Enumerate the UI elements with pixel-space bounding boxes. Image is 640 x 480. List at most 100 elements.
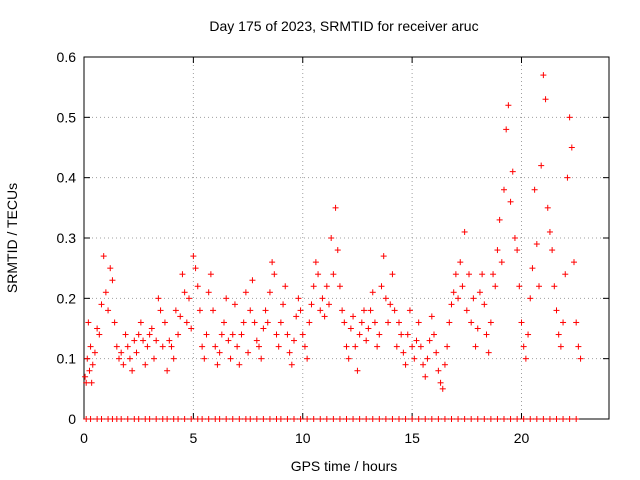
data-point — [336, 283, 343, 290]
data-point — [367, 307, 374, 314]
y-tick-label: 0.1 — [57, 351, 77, 367]
x-tick-label: 20 — [514, 430, 530, 446]
zero-data-point — [330, 416, 337, 422]
data-point — [293, 313, 300, 320]
x-axis-label: GPS time / hours — [291, 458, 398, 474]
data-point — [518, 319, 525, 326]
data-point — [374, 343, 381, 350]
data-point — [194, 283, 201, 290]
data-point — [247, 307, 254, 314]
chart-title: Day 175 of 2023, SRMTID for receiver aru… — [209, 18, 478, 34]
zero-data-point — [216, 416, 223, 422]
data-point — [205, 289, 212, 296]
data-point — [107, 265, 114, 272]
data-point — [157, 307, 164, 314]
data-point — [365, 325, 372, 332]
data-point — [387, 301, 394, 308]
data-point — [229, 331, 236, 338]
data-point — [133, 349, 140, 356]
data-point — [221, 319, 227, 326]
data-point — [161, 319, 168, 326]
data-point — [498, 259, 505, 266]
zero-data-point — [560, 416, 567, 422]
data-point — [273, 331, 280, 338]
data-point — [571, 259, 577, 266]
grid — [84, 57, 609, 419]
data-point — [380, 253, 387, 260]
data-point — [286, 349, 293, 356]
data-points — [82, 72, 584, 422]
zero-data-point — [553, 416, 560, 422]
data-point — [444, 343, 451, 350]
data-point — [177, 313, 184, 320]
y-axis-label: SRMTID / TECUs — [4, 183, 20, 293]
data-point — [527, 295, 534, 302]
y-tick-label: 0.6 — [57, 49, 77, 65]
data-point — [111, 319, 118, 326]
zero-data-point — [260, 416, 267, 422]
x-tick-label: 15 — [404, 430, 420, 446]
zero-data-point — [284, 416, 291, 422]
data-point — [203, 331, 210, 338]
data-point — [573, 319, 580, 326]
data-point — [236, 361, 243, 368]
zero-data-point — [435, 416, 442, 422]
data-point — [192, 265, 199, 272]
data-point — [288, 361, 295, 368]
data-point — [575, 343, 582, 350]
zero-data-point — [223, 416, 230, 422]
zero-data-point — [297, 416, 304, 422]
data-point — [240, 319, 247, 326]
zero-data-point — [546, 416, 553, 422]
data-point — [245, 349, 252, 356]
data-point — [131, 337, 138, 344]
zero-data-point — [415, 416, 422, 422]
data-point — [129, 367, 136, 374]
data-point — [214, 361, 221, 368]
data-point — [371, 319, 378, 326]
data-point — [301, 343, 308, 350]
data-point — [315, 271, 322, 278]
zero-data-point — [474, 416, 481, 422]
data-point — [428, 313, 435, 320]
data-point — [275, 343, 282, 350]
zero-data-point — [98, 416, 105, 422]
data-point — [555, 331, 562, 338]
data-point — [474, 325, 481, 332]
plot-frame — [83, 56, 610, 420]
data-point — [164, 367, 171, 374]
data-point — [144, 343, 151, 350]
zero-data-point — [468, 416, 475, 422]
zero-data-point — [153, 416, 160, 422]
data-point — [326, 301, 332, 308]
data-point — [299, 331, 306, 338]
data-point — [190, 253, 197, 260]
data-point — [172, 307, 179, 314]
data-point — [516, 283, 523, 290]
data-point — [94, 325, 101, 332]
data-point — [433, 349, 440, 356]
zero-data-point — [87, 416, 94, 422]
zero-data-point — [527, 416, 534, 422]
data-point — [413, 337, 420, 344]
data-point — [533, 241, 540, 248]
data-point — [505, 102, 512, 109]
zero-data-point — [181, 416, 188, 422]
data-point — [282, 283, 289, 290]
data-point — [546, 228, 553, 235]
data-point — [529, 265, 536, 272]
zero-data-point — [461, 416, 468, 422]
zero-data-point — [199, 416, 206, 422]
data-point — [249, 277, 256, 284]
data-point — [126, 355, 133, 362]
data-point — [411, 355, 418, 362]
x-tick-label: 5 — [189, 430, 197, 446]
data-point — [345, 355, 352, 362]
zero-data-point — [428, 416, 435, 422]
data-point — [426, 337, 433, 344]
data-point — [295, 295, 302, 302]
data-point — [446, 319, 453, 326]
zero-data-point — [566, 416, 573, 422]
data-point — [251, 319, 258, 326]
